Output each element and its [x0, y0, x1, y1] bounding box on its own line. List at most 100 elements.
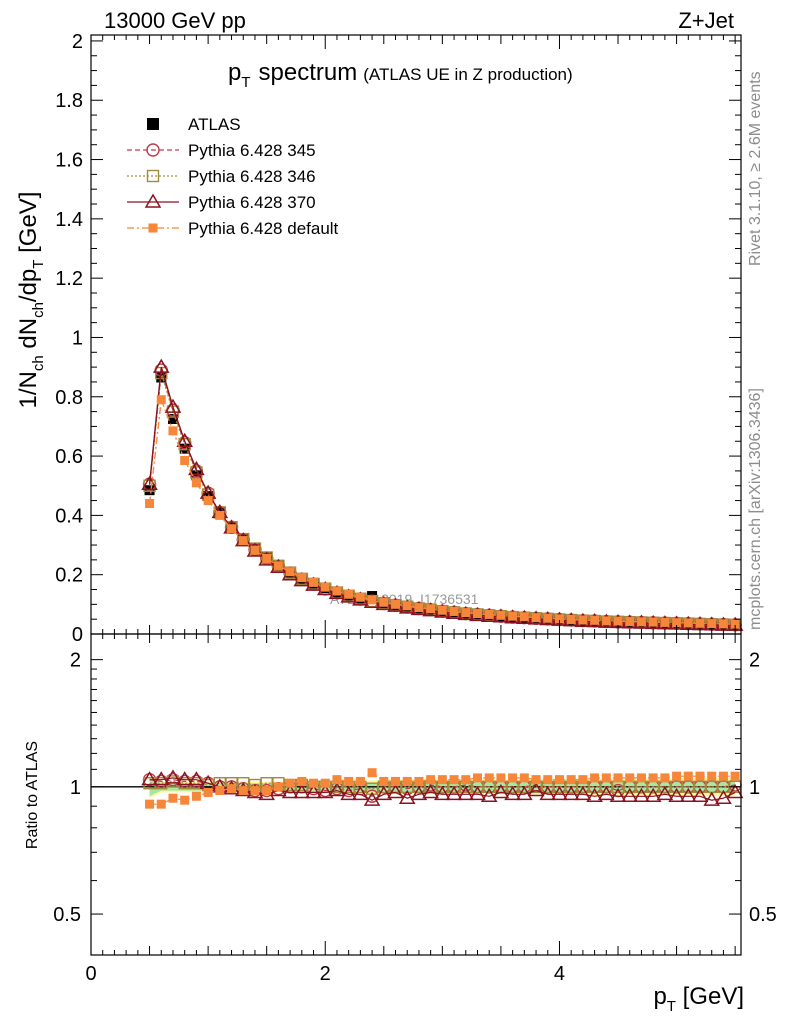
side-label-mcplots: mcplots.cern.ch [arXiv:1306.3436]: [747, 388, 764, 630]
legend-marker: [144, 193, 162, 208]
data-point: [141, 475, 158, 490]
ratio-point: [726, 783, 744, 799]
data-point: [625, 617, 635, 627]
ratio-panel: [91, 768, 744, 809]
ratio-point: [613, 773, 623, 783]
ratio-point: [554, 775, 564, 785]
data-point: [414, 603, 424, 613]
data-point: [566, 614, 576, 624]
data-point: [601, 616, 611, 626]
data-point: [636, 617, 646, 627]
data-point: [672, 618, 682, 628]
legend-entry: Pythia 6.428 370: [127, 193, 316, 212]
ratio-point: [625, 773, 635, 783]
data-point: [320, 582, 330, 592]
x-tick-label: 0: [85, 963, 96, 985]
series-line: [148, 372, 736, 626]
legend-marker: [146, 143, 160, 157]
data-point: [156, 395, 166, 405]
ratio-point: [574, 785, 592, 801]
ratio-point: [293, 783, 311, 799]
ratio-point: [484, 773, 494, 783]
x-axis-label: pT [GeV]: [653, 983, 744, 1015]
data-point: [145, 499, 155, 509]
ratio-point: [297, 776, 307, 786]
ratio-y-tick-label-right: 0.5: [749, 904, 777, 926]
ratio-y-tick-label-right: 1: [749, 777, 760, 799]
data-point: [379, 597, 389, 607]
y-tick-label: 1.2: [55, 268, 83, 290]
data-point: [285, 567, 295, 577]
axes-frames: 0 0.2 0.4 0.6 0.8 1 1.2 1.4 1.6 1.8 2 0 2 4 0.5 0.5 1 1 2 2: [53, 31, 777, 985]
ratio-point: [644, 787, 662, 803]
data-point: [531, 613, 541, 623]
ratio-point: [422, 783, 439, 799]
ratio-point: [730, 771, 740, 781]
data-point: [496, 610, 506, 620]
data-point: [203, 496, 213, 506]
ratio-point: [355, 776, 365, 786]
ratio-point: [340, 785, 357, 801]
ratio-point: [367, 768, 377, 778]
ratio-point: [578, 775, 588, 785]
ratio-y-tick-label-left: 2: [70, 650, 81, 672]
legend-entry: Pythia 6.428 default: [127, 219, 339, 238]
ratio-point: [320, 778, 330, 788]
data-point: [449, 606, 459, 616]
ratio-point: [164, 769, 182, 784]
ratio-point: [445, 785, 463, 801]
data-point: [273, 561, 283, 571]
data-point: [648, 617, 658, 627]
ratio-point: [480, 787, 498, 803]
data-point: [683, 618, 693, 628]
data-point: [472, 609, 482, 619]
data-point: [164, 398, 182, 413]
data-point: [367, 595, 377, 605]
legend-entry: Pythia 6.428 346: [127, 167, 316, 186]
y-tick-label: 0: [72, 624, 83, 646]
ratio-point: [609, 787, 627, 803]
ratio-point: [305, 783, 322, 799]
series-pythia-4: [145, 395, 740, 629]
data-point: [238, 536, 248, 546]
ratio-point: [285, 778, 295, 788]
ratio-point: [262, 786, 272, 796]
ratio-line: [149, 780, 736, 790]
ratio-point: [344, 776, 354, 786]
ratio-point: [328, 782, 346, 797]
ratio-point: [461, 775, 471, 785]
ratio-y-tick-label-left: 1: [70, 777, 81, 799]
ratio-point: [215, 786, 225, 796]
legend-label: Pythia 6.428 default: [188, 219, 339, 238]
y-tick-label: 0.8: [55, 387, 83, 409]
data-point: [297, 573, 307, 583]
ratio-point: [156, 799, 166, 809]
data-point: [718, 619, 728, 629]
ratio-point: [695, 771, 705, 781]
ratio-point: [281, 783, 299, 799]
ratio-point: [648, 773, 658, 783]
data-point: [191, 470, 202, 481]
data-point: [402, 601, 412, 611]
ratio-point: [227, 784, 237, 794]
ratio-point: [598, 785, 615, 801]
data-point: [613, 616, 623, 626]
ratio-point: [152, 771, 170, 786]
y-tick-label: 1.6: [55, 150, 83, 172]
y-tick-label: 1: [72, 327, 83, 349]
ratio-point: [715, 789, 732, 804]
x-tick-label: 2: [320, 963, 331, 985]
ratio-series-4: [145, 768, 740, 809]
data-point: [508, 611, 518, 621]
ratio-point: [379, 776, 389, 786]
ratio-point: [601, 773, 611, 783]
ratio-point: [718, 771, 728, 781]
ratio-y-axis-label: Ratio to ATLAS: [24, 741, 41, 849]
data-point: [262, 553, 272, 563]
ratio-point: [516, 785, 533, 801]
ratio-point: [504, 785, 521, 801]
ratio-point: [180, 795, 190, 805]
ratio-point: [434, 785, 451, 801]
data-point: [578, 615, 588, 625]
data-point: [543, 613, 553, 623]
